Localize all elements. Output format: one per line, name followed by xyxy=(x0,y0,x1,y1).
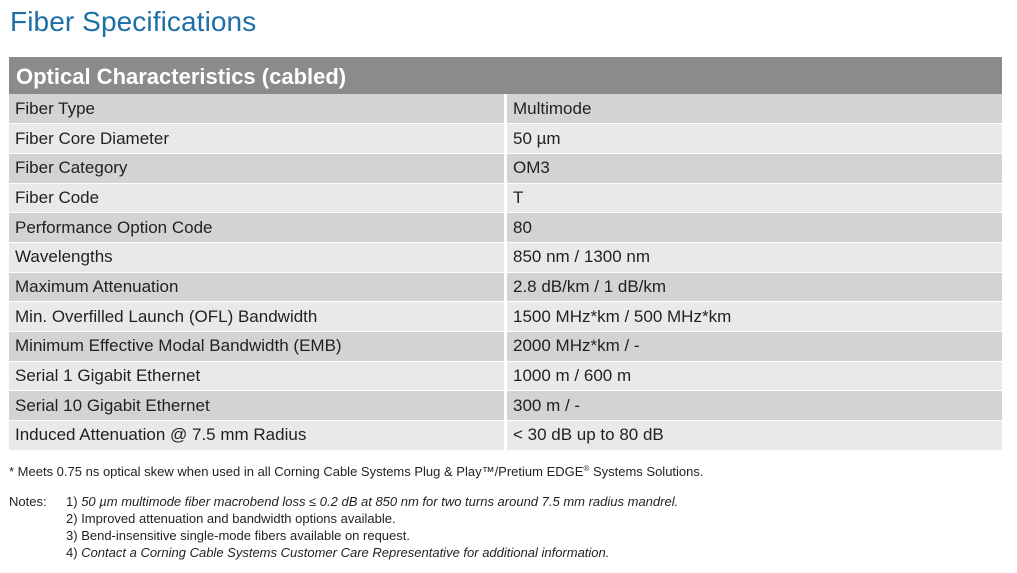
row-label: Performance Option Code xyxy=(9,212,507,243)
row-label: Minimum Effective Modal Bandwidth (EMB) xyxy=(9,331,507,362)
row-label: Min. Overfilled Launch (OFL) Bandwidth xyxy=(9,301,507,332)
note-text: Improved attenuation and bandwidth optio… xyxy=(81,511,396,526)
notes-label: Notes: xyxy=(9,494,47,509)
row-label: Wavelengths xyxy=(9,242,507,273)
skew-footnote: * Meets 0.75 ns optical skew when used i… xyxy=(9,464,704,479)
table-row: Performance Option Code 80 xyxy=(9,212,1002,243)
table-row: Minimum Effective Modal Bandwidth (EMB) … xyxy=(9,331,1002,362)
table-header: Optical Characteristics (cabled) xyxy=(9,57,1002,94)
note-number: 4) xyxy=(66,545,78,560)
table-row: Wavelengths 850 nm / 1300 nm xyxy=(9,242,1002,273)
table-row: Fiber Type Multimode xyxy=(9,94,1002,125)
table-row: Maximum Attenuation 2.8 dB/km / 1 dB/km xyxy=(9,272,1002,303)
row-value: 2.8 dB/km / 1 dB/km xyxy=(505,272,1002,303)
table-row: Serial 1 Gigabit Ethernet 1000 m / 600 m xyxy=(9,361,1002,392)
table-row: Serial 10 Gigabit Ethernet 300 m / - xyxy=(9,390,1002,422)
row-label: Serial 10 Gigabit Ethernet xyxy=(9,390,507,422)
row-label: Fiber Category xyxy=(9,153,507,184)
table-row: Induced Attenuation @ 7.5 mm Radius < 30… xyxy=(9,420,1002,451)
footnote-text: * Meets 0.75 ns optical skew when used i… xyxy=(9,464,584,479)
row-value: 2000 MHz*km / - xyxy=(505,331,1002,362)
row-value: T xyxy=(505,183,1002,214)
note-text: 50 µm multimode fiber macrobend loss ≤ 0… xyxy=(81,494,679,509)
page-title: Fiber Specifications xyxy=(10,6,257,37)
optical-characteristics-table: Optical Characteristics (cabled) Fiber T… xyxy=(9,57,1002,451)
row-value: 80 xyxy=(505,212,1002,243)
row-label: Fiber Type xyxy=(9,94,507,125)
row-value: OM3 xyxy=(505,153,1002,184)
footnote-text-end: Systems Solutions. xyxy=(589,464,704,479)
table-header-row: Optical Characteristics (cabled) xyxy=(9,57,1002,94)
note-number: 2) xyxy=(66,511,78,526)
note-number: 3) xyxy=(66,528,78,543)
row-value: 50 µm xyxy=(505,123,1002,154)
table-row: Fiber Category OM3 xyxy=(9,153,1002,184)
note-item: 1) 50 µm multimode fiber macrobend loss … xyxy=(66,493,966,510)
row-label: Serial 1 Gigabit Ethernet xyxy=(9,361,507,392)
table-row: Fiber Code T xyxy=(9,183,1002,214)
registered-mark: ® xyxy=(583,464,590,473)
row-label: Fiber Code xyxy=(9,183,507,214)
row-label: Induced Attenuation @ 7.5 mm Radius xyxy=(9,420,507,451)
row-value: 300 m / - xyxy=(505,390,1002,422)
row-value: 1500 MHz*km / 500 MHz*km xyxy=(505,301,1002,332)
note-item: 2) Improved attenuation and bandwidth op… xyxy=(66,510,966,527)
note-number: 1) xyxy=(66,494,78,509)
row-label: Fiber Core Diameter xyxy=(9,123,507,154)
row-value: < 30 dB up to 80 dB xyxy=(505,420,1002,451)
note-text: Bend-insensitive single-mode fibers avai… xyxy=(81,528,410,543)
row-value: 1000 m / 600 m xyxy=(505,361,1002,392)
notes-list: 1) 50 µm multimode fiber macrobend loss … xyxy=(66,493,966,561)
row-value: 850 nm / 1300 nm xyxy=(505,242,1002,273)
row-label: Maximum Attenuation xyxy=(9,272,507,303)
note-text: Contact a Corning Cable Systems Customer… xyxy=(81,545,610,560)
table-row: Min. Overfilled Launch (OFL) Bandwidth 1… xyxy=(9,301,1002,332)
note-item: 3) Bend-insensitive single-mode fibers a… xyxy=(66,527,966,544)
note-item: 4) Contact a Corning Cable Systems Custo… xyxy=(66,544,966,561)
table-row: Fiber Core Diameter 50 µm xyxy=(9,123,1002,154)
row-value: Multimode xyxy=(505,94,1002,125)
